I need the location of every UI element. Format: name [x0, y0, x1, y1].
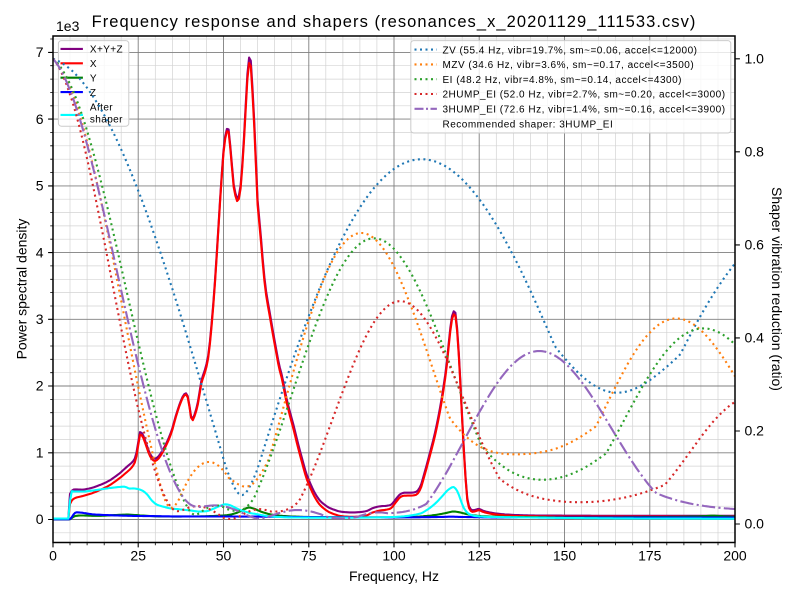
svg-text:0.4: 0.4	[745, 330, 765, 346]
svg-text:MZV (34.6 Hz, vibr=3.6%, sm~=0: MZV (34.6 Hz, vibr=3.6%, sm~=0.17, accel…	[443, 60, 695, 71]
svg-text:0.2: 0.2	[745, 423, 765, 439]
svg-text:100: 100	[382, 548, 406, 564]
svg-text:EI (48.2 Hz, vibr=4.8%, sm~=0.: EI (48.2 Hz, vibr=4.8%, sm~=0.14, accel<…	[443, 75, 683, 86]
svg-text:150: 150	[553, 548, 577, 564]
svg-text:2HUMP_EI (52.0 Hz, vibr=2.7%,: 2HUMP_EI (52.0 Hz, vibr=2.7%, sm~=0.20, …	[443, 90, 726, 101]
svg-text:0: 0	[36, 511, 44, 527]
svg-text:1.0: 1.0	[745, 51, 765, 67]
svg-text:3HUMP_EI (72.6 Hz, vibr=1.4%,: 3HUMP_EI (72.6 Hz, vibr=1.4%, sm~=0.16, …	[443, 105, 726, 116]
svg-text:175: 175	[638, 548, 662, 564]
svg-text:1e3: 1e3	[56, 18, 80, 34]
svg-text:50: 50	[216, 548, 232, 564]
svg-text:Recommended shaper: 3HUMP_EI: Recommended shaper: 3HUMP_EI	[443, 120, 614, 131]
svg-text:125: 125	[468, 548, 492, 564]
svg-text:75: 75	[301, 548, 317, 564]
svg-text:2: 2	[36, 378, 44, 394]
svg-text:Frequency response and shapers: Frequency response and shapers (resonanc…	[92, 13, 697, 31]
svg-text:7: 7	[36, 44, 44, 60]
svg-text:Power spectral density: Power spectral density	[14, 219, 30, 360]
svg-text:3: 3	[36, 311, 44, 327]
svg-text:0.6: 0.6	[745, 237, 765, 253]
svg-text:0.0: 0.0	[745, 516, 765, 532]
svg-text:ZV (55.4 Hz, vibr=19.7%, sm~=0: ZV (55.4 Hz, vibr=19.7%, sm~=0.06, accel…	[443, 45, 698, 56]
svg-text:Y: Y	[90, 73, 97, 84]
svg-text:5: 5	[36, 178, 44, 194]
svg-text:X+Y+Z: X+Y+Z	[90, 45, 123, 56]
svg-text:0.8: 0.8	[745, 144, 765, 160]
svg-text:Shaper vibration reduction (ra: Shaper vibration reduction (ratio)	[769, 187, 785, 391]
svg-text:Frequency, Hz: Frequency, Hz	[349, 568, 439, 584]
svg-text:6: 6	[36, 111, 44, 127]
svg-text:X: X	[90, 59, 97, 70]
svg-text:0: 0	[49, 548, 57, 564]
svg-text:After: After	[90, 102, 113, 113]
svg-text:4: 4	[36, 244, 44, 260]
svg-text:1: 1	[36, 445, 44, 461]
svg-text:25: 25	[130, 548, 146, 564]
svg-text:200: 200	[723, 548, 747, 564]
svg-text:Z: Z	[90, 88, 97, 99]
